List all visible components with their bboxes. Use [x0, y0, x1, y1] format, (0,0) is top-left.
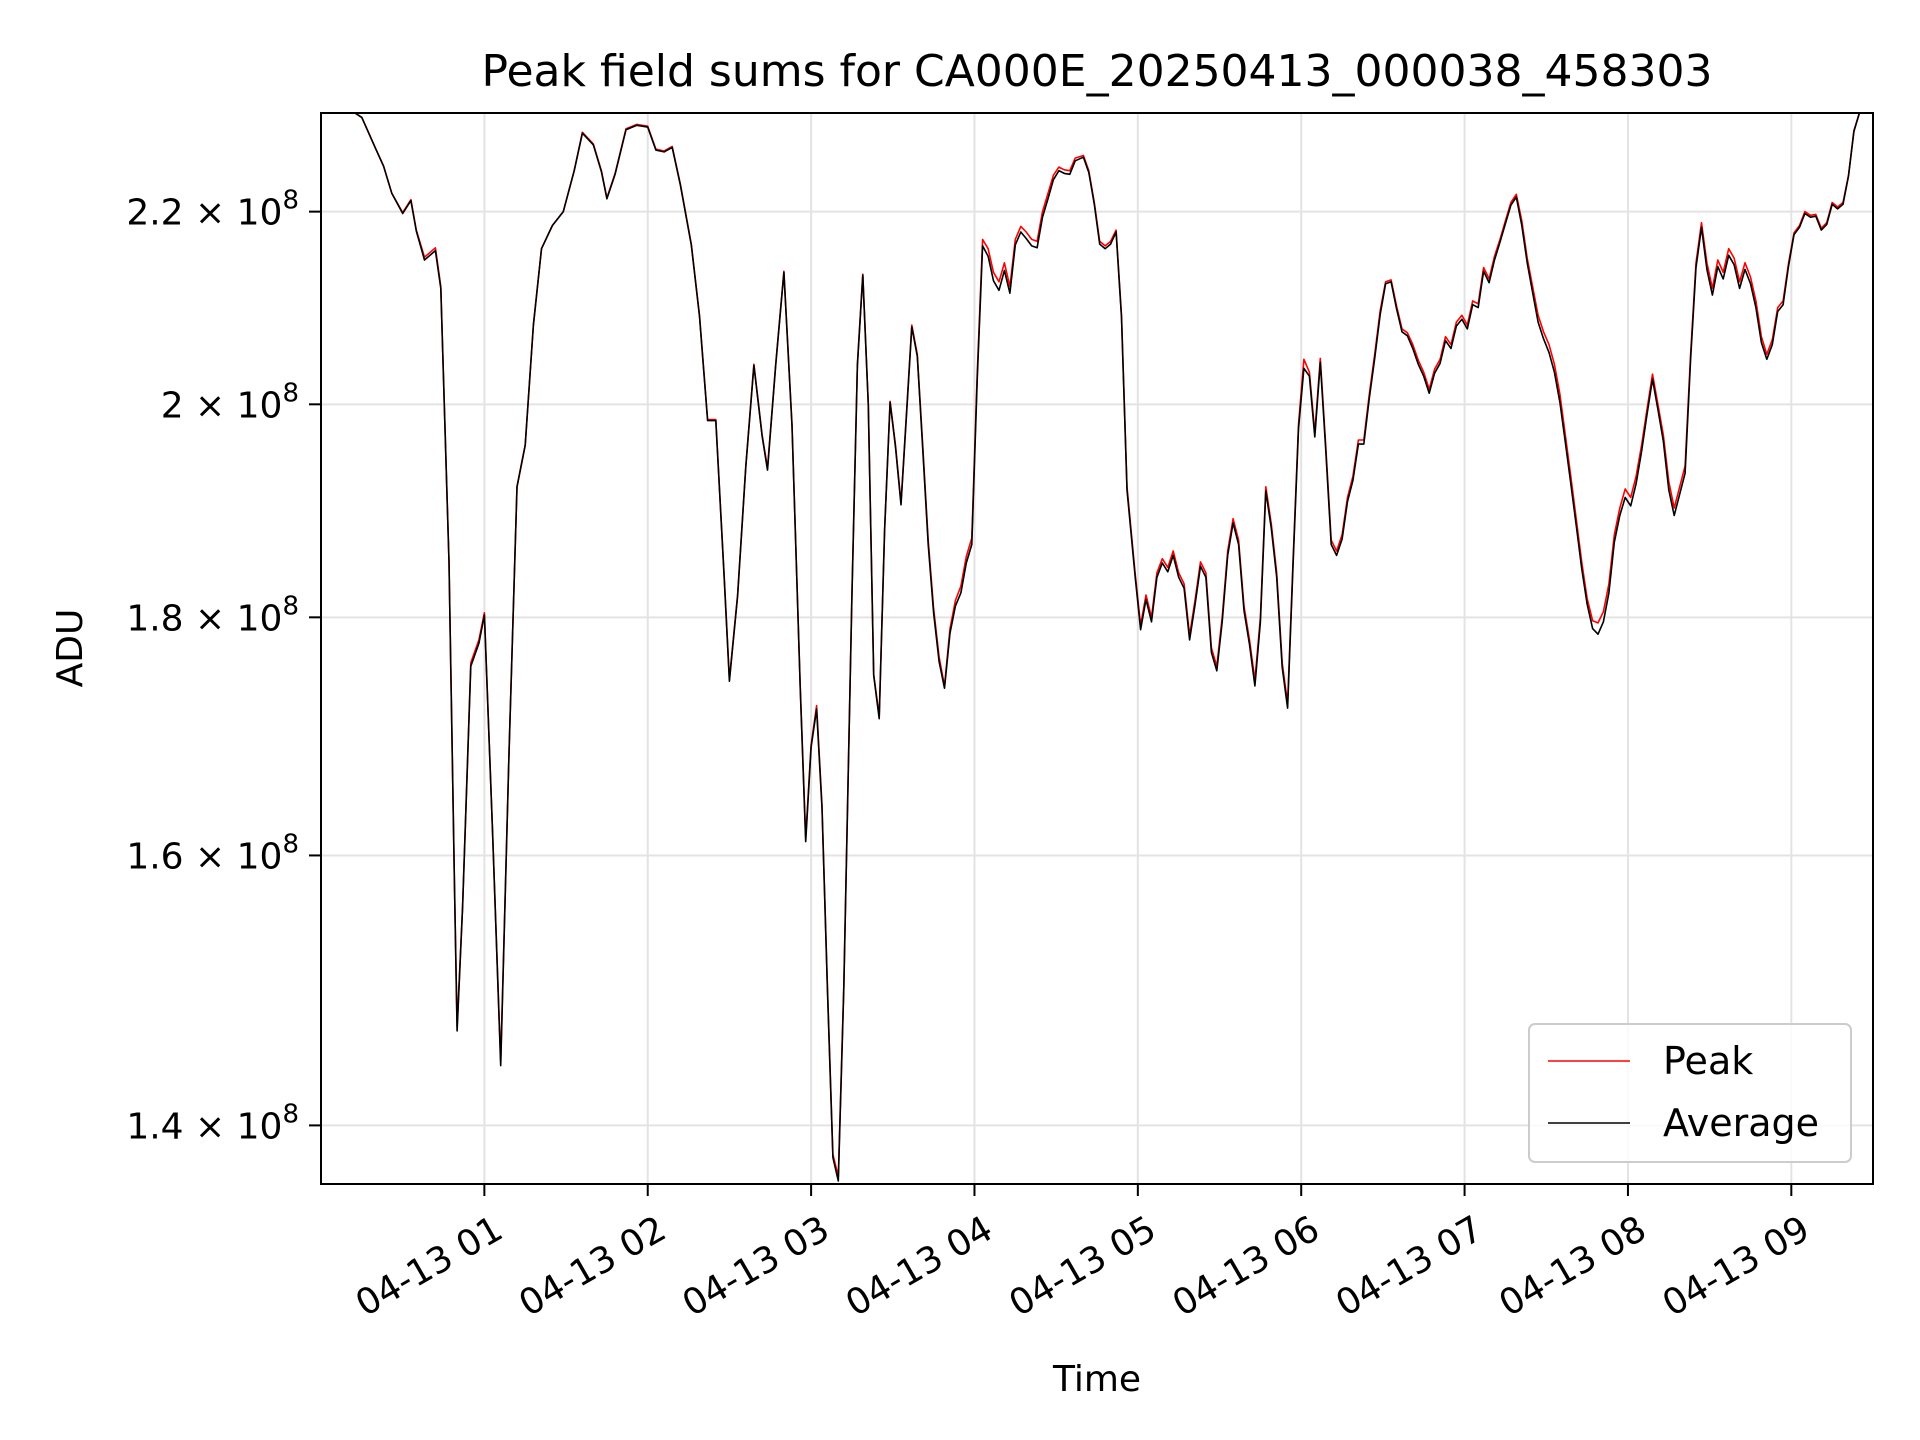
y-tick-label: 2.2 × 108 — [126, 186, 299, 234]
legend-box — [1528, 1023, 1852, 1163]
y-axis-label: ADU — [50, 609, 91, 688]
x-gridlines — [483, 113, 1793, 1184]
y-tick-label: 1.6 × 108 — [126, 829, 299, 877]
y-axis-ticks: 1.4 × 108 1.6 × 108 1.8 × 108 2 × 108 2.2 × … — [126, 186, 321, 1147]
series-layer — [321, 113, 1873, 1182]
y-tick-label: 1.8 × 108 — [126, 591, 299, 639]
y-tick-label: 2 × 108 — [161, 378, 299, 426]
legend-label-average: Average — [1663, 1101, 1819, 1145]
legend: Peak Average — [1528, 1023, 1852, 1163]
series-line-average — [321, 113, 1873, 1182]
y-tick-label: 1.4 × 108 — [126, 1099, 299, 1147]
chart-title: Peak field sums for CA000E_20250413_0000… — [482, 46, 1713, 97]
legend-label-peak: Peak — [1663, 1039, 1753, 1083]
x-axis-label: Time — [1052, 1359, 1141, 1400]
plot-frame — [320, 112, 1874, 1185]
